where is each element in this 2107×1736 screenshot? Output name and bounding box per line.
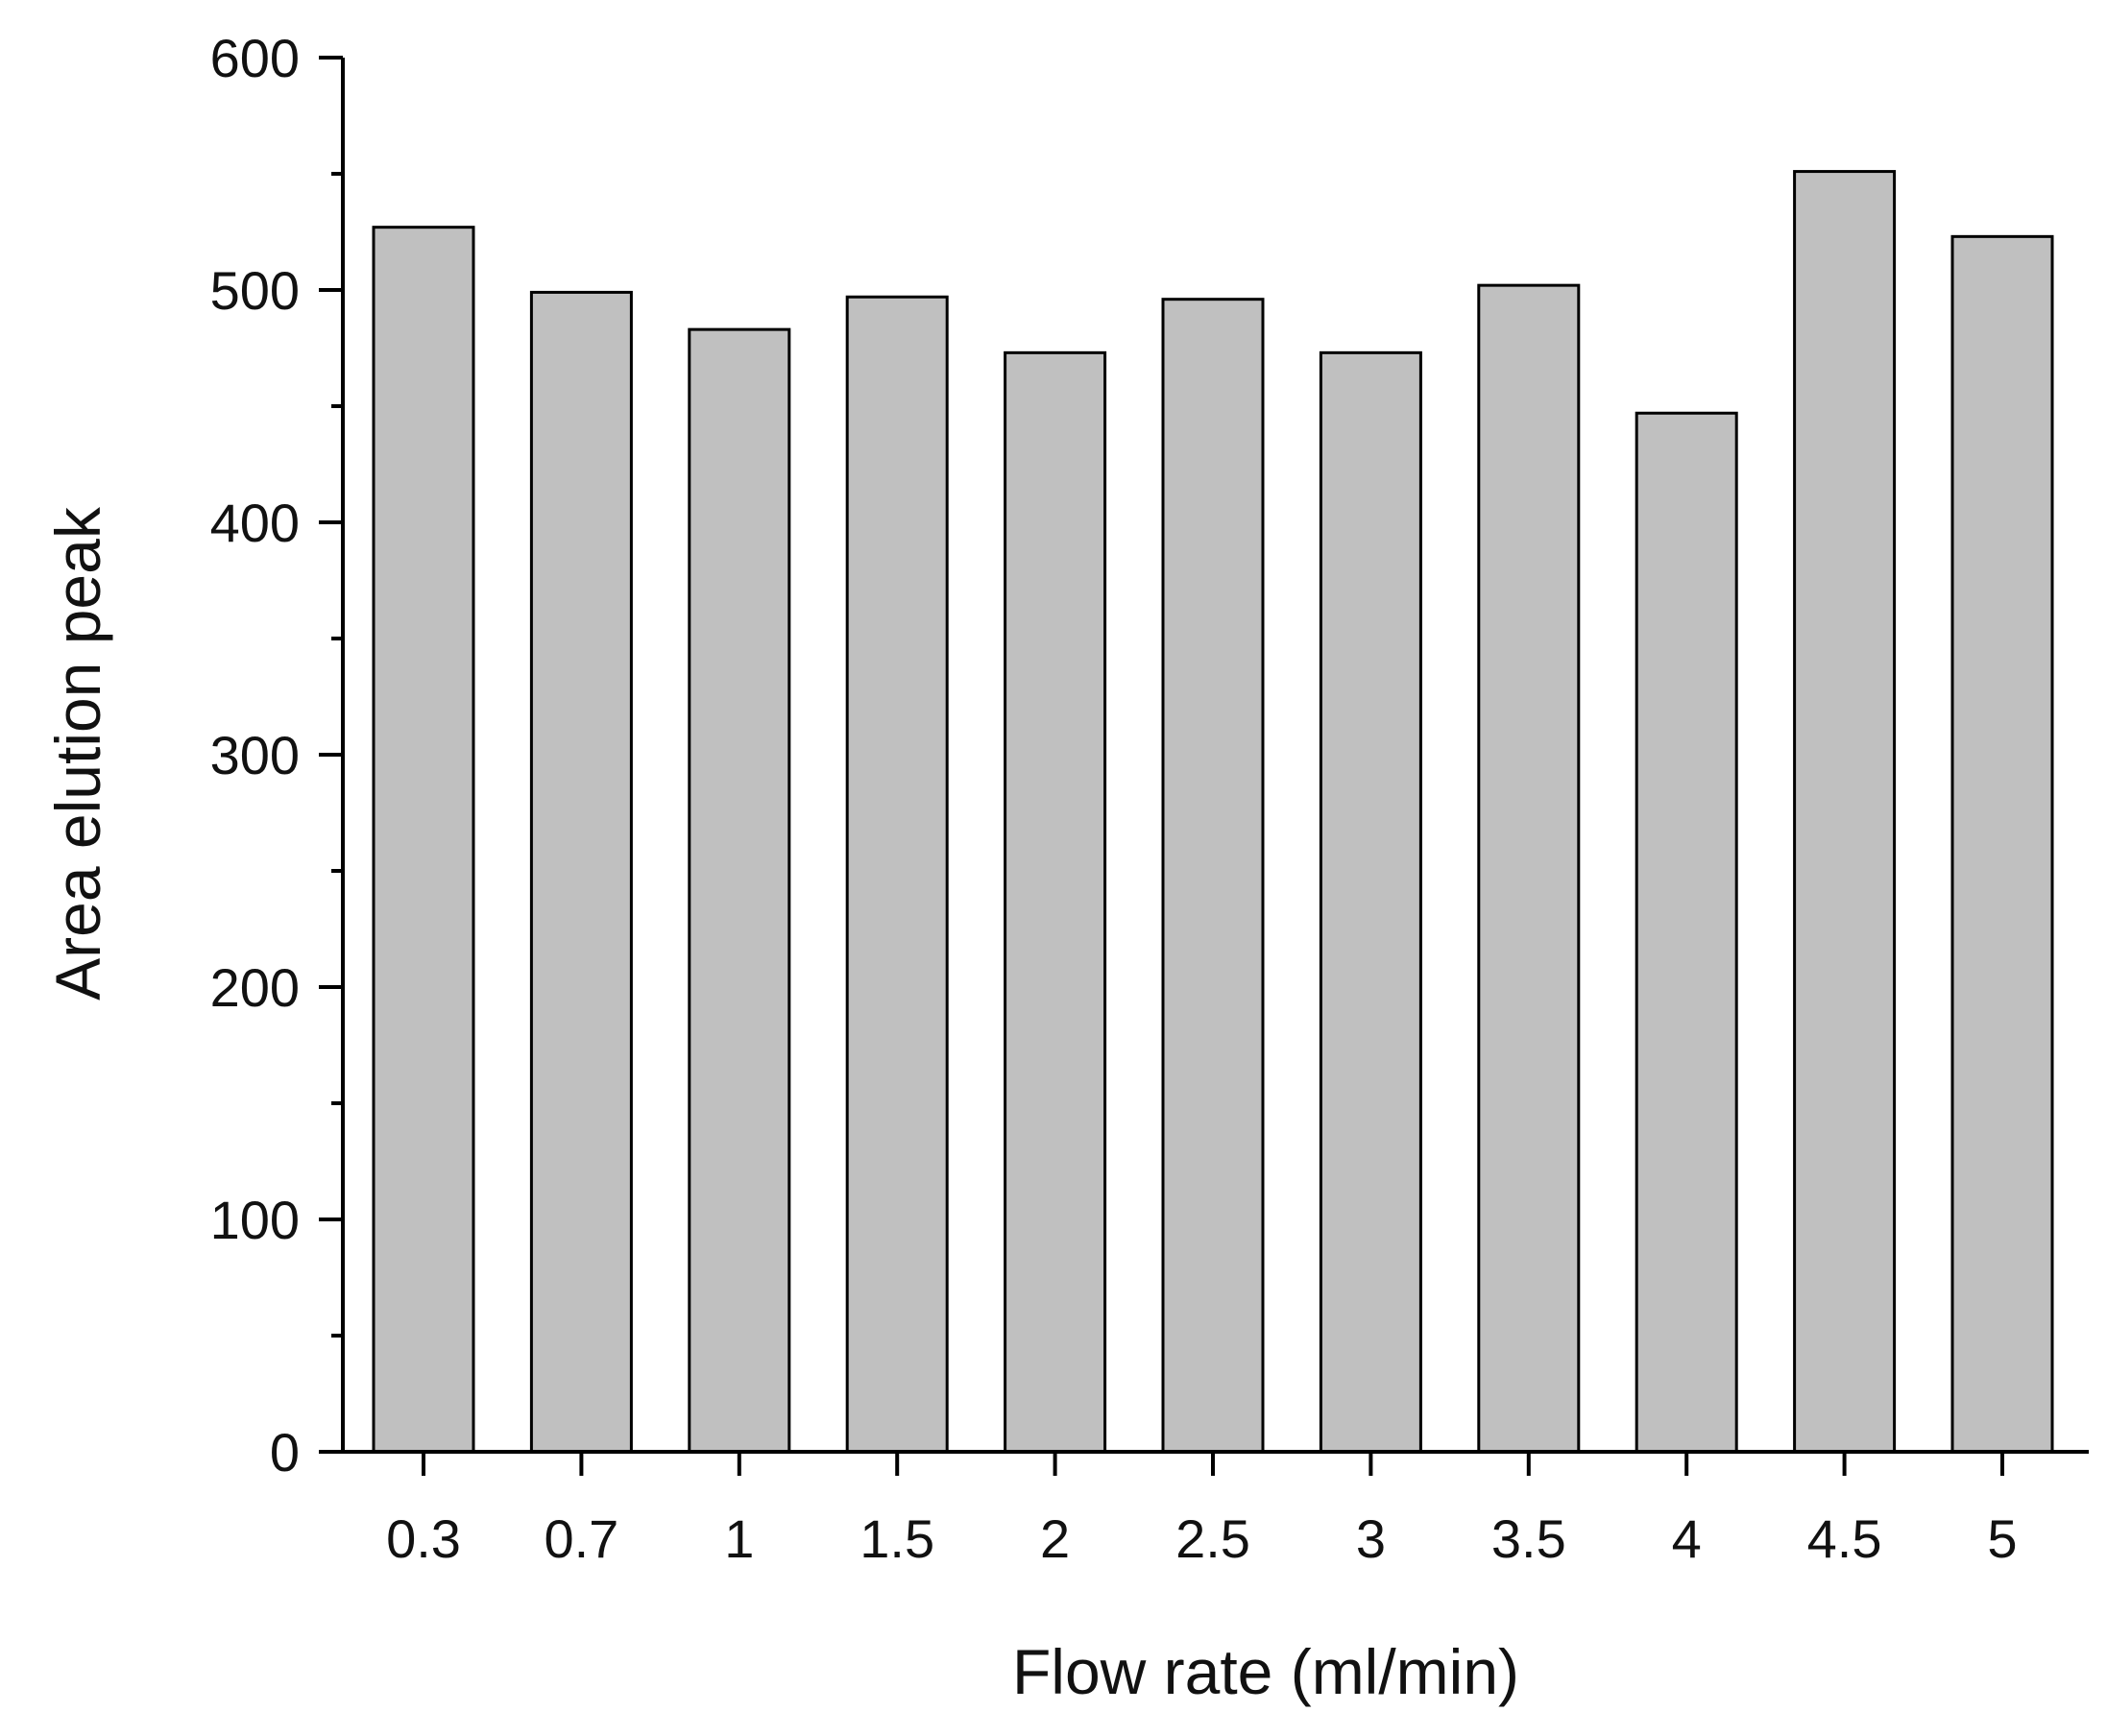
y-tick-label: 0: [270, 1422, 300, 1483]
y-axis-ticks: 0 100 200 300 400 500 600: [210, 28, 343, 1483]
x-tick-label: 0.7: [544, 1508, 618, 1569]
y-tick-label: 200: [210, 957, 300, 1018]
y-tick-label: 300: [210, 725, 300, 785]
bar-2.5: [1161, 298, 1265, 1454]
bars-layer: [372, 170, 2054, 1454]
bar-2: [1004, 350, 1107, 1454]
x-axis-ticks: 0.3 0.7 1 1.5 2 2.5 3 3.5 4 4.5 5: [386, 1452, 2018, 1569]
y-tick-label: 400: [210, 493, 300, 553]
x-tick-label: 2.5: [1175, 1508, 1250, 1569]
y-axis-title: Area elution peak: [42, 506, 113, 1001]
x-tick-label: 4: [1672, 1508, 1702, 1569]
bar-1.5: [845, 295, 949, 1454]
bar-3: [1319, 350, 1422, 1454]
x-tick-label: 4.5: [1807, 1508, 1882, 1569]
y-tick-label: 500: [210, 260, 300, 321]
y-tick-label: 100: [210, 1190, 300, 1250]
bar-1: [688, 327, 791, 1454]
x-axis-title: Flow rate (ml/min): [1012, 1636, 1519, 1707]
x-tick-label: 0.3: [386, 1508, 461, 1569]
x-tick-label: 3: [1356, 1508, 1386, 1569]
x-tick-label: 5: [1987, 1508, 2017, 1569]
x-tick-label: 1.5: [860, 1508, 934, 1569]
x-tick-label: 3.5: [1491, 1508, 1566, 1569]
bar-0.7: [529, 290, 633, 1454]
y-tick-label: 600: [210, 28, 300, 88]
bar-3.5: [1477, 283, 1581, 1454]
bar-0.3: [372, 226, 475, 1454]
bar-4: [1635, 411, 1738, 1454]
bar-5: [1950, 234, 2054, 1454]
bar-4.5: [1793, 170, 1897, 1454]
x-tick-label: 1: [724, 1508, 754, 1569]
x-tick-label: 2: [1040, 1508, 1070, 1569]
